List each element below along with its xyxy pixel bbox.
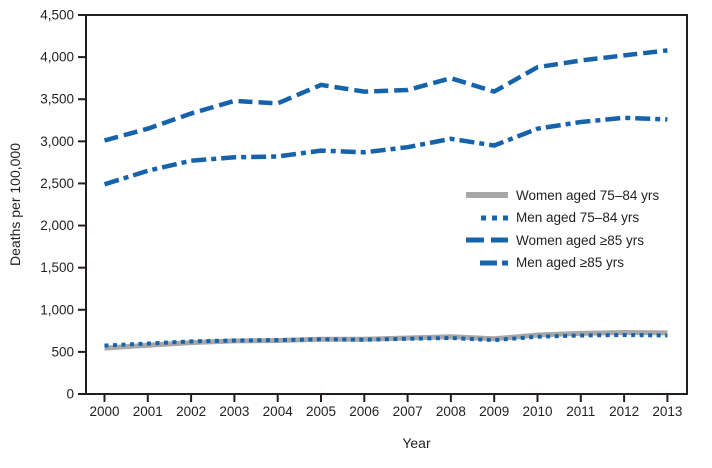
x-tick-label: 2006 <box>349 404 379 419</box>
legend-swatch-solid-icon <box>466 191 508 199</box>
legend-item: Women aged ≥85 yrs <box>466 229 659 252</box>
legend-label: Women aged 75–84 yrs <box>516 187 660 203</box>
chart-legend: Women aged 75–84 yrs Men aged 75–84 yrs Wo… <box>466 184 659 274</box>
y-axis-title: Deaths per 100,000 <box>7 143 23 266</box>
x-tick-label: 2002 <box>176 404 206 419</box>
y-tick-label: 3,500 <box>40 92 74 107</box>
x-tick-label: 2013 <box>652 404 682 419</box>
x-tick-label: 2001 <box>133 404 163 419</box>
legend-item: Men aged ≥85 yrs <box>466 252 659 275</box>
x-tick-label: 2005 <box>306 404 336 419</box>
x-tick-label: 2012 <box>609 404 639 419</box>
x-tick-label: 2009 <box>479 404 509 419</box>
y-tick-label: 1,500 <box>40 260 74 275</box>
x-tick-label: 2008 <box>436 404 466 419</box>
legend-label: Men aged 75–84 yrs <box>516 210 640 225</box>
y-tick-label: 1,000 <box>40 302 74 317</box>
series-line-3 <box>103 48 668 143</box>
legend-item: Men aged 75–84 yrs <box>466 207 659 230</box>
legend-swatch-dashed-icon <box>466 236 508 244</box>
x-axis-title: Year <box>402 435 431 451</box>
x-tick-label: 2010 <box>522 404 552 419</box>
y-tick-label: 0 <box>66 387 74 402</box>
y-tick-label: 500 <box>51 344 74 359</box>
legend-item: Women aged 75–84 yrs <box>466 184 659 207</box>
y-tick-label: 3,000 <box>40 134 74 149</box>
x-tick-label: 2011 <box>566 404 595 419</box>
plot-border <box>85 14 688 395</box>
legend-label: Men aged ≥85 yrs <box>516 255 624 270</box>
legend-label: Women aged ≥85 yrs <box>516 232 644 248</box>
series-line-4 <box>103 115 668 187</box>
legend-swatch-dashdot-icon <box>466 259 508 267</box>
legend-swatch-dotted-icon <box>466 214 508 222</box>
x-tick-label: 2000 <box>89 404 119 419</box>
x-tick-label: 2004 <box>263 404 294 419</box>
y-tick-label: 4,500 <box>40 8 74 23</box>
x-tick-label: 2003 <box>219 404 249 419</box>
y-tick-label: 2,500 <box>40 176 74 191</box>
series-line-2 <box>104 333 668 348</box>
y-tick-label: 4,000 <box>40 50 74 65</box>
y-tick-label: 2,000 <box>40 218 74 233</box>
x-tick-label: 2007 <box>393 404 423 419</box>
